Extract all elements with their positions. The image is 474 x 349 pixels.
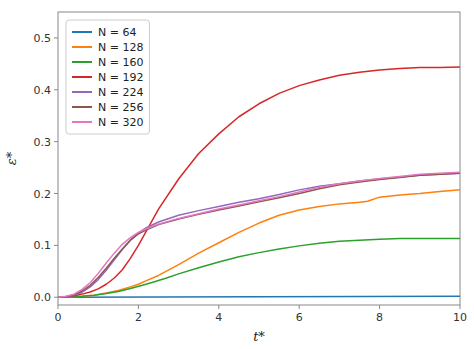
legend-swatch	[72, 31, 92, 33]
y-tick	[54, 245, 58, 246]
x-tick	[218, 305, 219, 309]
x-tick-label: 2	[135, 311, 142, 324]
series-line	[58, 239, 460, 298]
y-axis-label: ε*	[4, 151, 19, 165]
legend-label: N = 256	[98, 101, 143, 114]
x-tick	[460, 305, 461, 309]
x-tick-label: 6	[296, 311, 303, 324]
y-tick-label: 0.5	[34, 32, 52, 45]
legend-swatch	[72, 91, 92, 93]
y-tick	[54, 89, 58, 90]
legend-swatch	[72, 106, 92, 108]
legend-item: N = 320	[72, 116, 143, 129]
y-tick-label: 0.3	[34, 136, 52, 149]
legend-item: N = 192	[72, 71, 143, 84]
legend-swatch	[72, 61, 92, 63]
series-line	[58, 190, 460, 297]
legend-label: N = 128	[98, 41, 143, 54]
y-tick-label: 0.1	[34, 239, 52, 252]
legend-swatch	[72, 121, 92, 123]
x-tick-label: 10	[453, 311, 467, 324]
y-tick	[54, 141, 58, 142]
legend-item: N = 128	[72, 41, 143, 54]
legend-swatch	[72, 46, 92, 48]
chart: 0 2 4 6 8 10 0.0 0.1 0.2 0.3 0.4 0.5 t* ε* N = 64 N = 1…	[0, 0, 474, 349]
y-tick-label: 0.2	[34, 188, 52, 201]
x-axis-label: t*	[253, 329, 265, 344]
legend-label: N = 320	[98, 116, 143, 129]
x-tick	[379, 305, 380, 309]
series-line	[58, 296, 460, 297]
x-tick-label: 8	[376, 311, 383, 324]
legend-label: N = 160	[98, 56, 143, 69]
y-tick-label: 0.4	[34, 84, 52, 97]
legend-item: N = 160	[72, 56, 143, 69]
legend-box	[66, 20, 149, 134]
series-line	[58, 173, 460, 297]
y-tick	[54, 297, 58, 298]
legend-item: N = 224	[72, 86, 143, 99]
legend-label: N = 224	[98, 86, 143, 99]
y-tick	[54, 37, 58, 38]
series-line	[58, 172, 460, 297]
x-tick-label: 4	[215, 311, 222, 324]
y-tick	[54, 193, 58, 194]
x-tick	[138, 305, 139, 309]
x-tick	[58, 305, 59, 309]
plot-frame	[58, 12, 460, 305]
legend-swatch	[72, 76, 92, 78]
axes: 0 2 4 6 8 10 0.0 0.1 0.2 0.3 0.4 0.5	[34, 12, 468, 324]
x-tick	[299, 305, 300, 309]
y-tick-label: 0.0	[34, 291, 52, 304]
x-tick-label: 0	[55, 311, 62, 324]
plot-area	[58, 67, 460, 297]
legend-item: N = 256	[72, 101, 143, 114]
legend-item: N = 64	[72, 26, 136, 39]
legend-label: N = 64	[98, 26, 136, 39]
legend-label: N = 192	[98, 71, 143, 84]
legend: N = 64 N = 128 N = 160 N = 192 N = 224 N = 25…	[66, 20, 149, 134]
series-line	[58, 67, 460, 297]
series-line	[58, 173, 460, 297]
